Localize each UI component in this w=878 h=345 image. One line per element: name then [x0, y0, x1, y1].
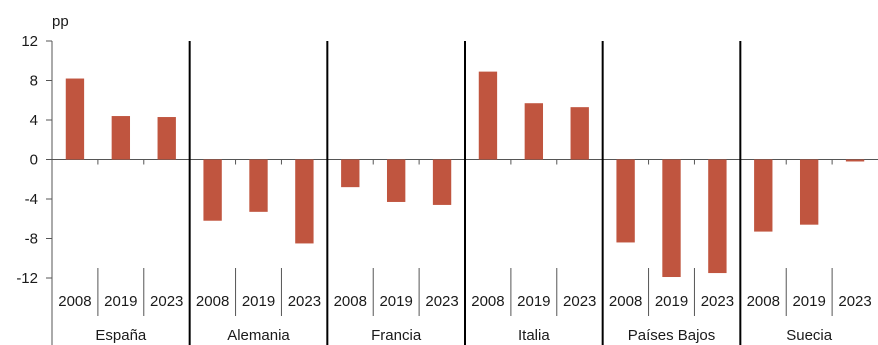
y-tick-label: 12	[21, 33, 38, 50]
x-year-label: 2019	[104, 293, 137, 310]
x-category-label: España	[95, 327, 147, 344]
x-year-label: 2008	[747, 293, 780, 310]
x-year-label: 2019	[517, 293, 550, 310]
bar-francia-2019	[386, 159, 406, 202]
x-year-label: 2008	[58, 293, 91, 310]
x-year-label: 2008	[471, 293, 504, 310]
bar-españa-2023	[157, 117, 176, 160]
x-year-label: 2019	[792, 293, 825, 310]
x-year-label: 2019	[242, 293, 275, 310]
y-tick-label: 8	[30, 73, 38, 90]
bar-países-bajos-2008	[616, 159, 635, 243]
x-category-label: Francia	[371, 327, 422, 344]
x-year-label: 2008	[334, 293, 367, 310]
y-tick-label: 4	[30, 112, 38, 129]
y-tick-label: -8	[25, 231, 38, 248]
x-category-label: Suecia	[786, 327, 833, 344]
y-tick-label: -4	[25, 191, 38, 208]
bar-italia-2023	[570, 107, 589, 160]
bar-alemania-2023	[295, 159, 314, 244]
bar-suecia-2019	[799, 159, 819, 225]
x-year-label: 2023	[425, 293, 458, 310]
x-category-label: Alemania	[227, 327, 290, 344]
bar-francia-2008	[341, 159, 360, 188]
y-axis: 12 8 4 0 -4 -8 -12	[16, 33, 53, 287]
bar-italia-2008	[478, 71, 498, 160]
x-year-label: 2019	[655, 293, 688, 310]
bar-italia-2019	[524, 103, 544, 160]
bar-países-bajos-2023	[708, 159, 727, 274]
x-category-label: Italia	[518, 327, 550, 344]
x-category-label: Países Bajos	[628, 327, 716, 344]
x-year-label: 2019	[379, 293, 412, 310]
y-tick-label: -12	[16, 270, 38, 287]
x-year-label: 2023	[838, 293, 871, 310]
plot-area	[52, 71, 878, 278]
bar-países-bajos-2019	[662, 159, 681, 278]
x-year-label: 2008	[196, 293, 229, 310]
bar-francia-2023	[432, 159, 452, 205]
bar-suecia-2008	[754, 159, 773, 232]
x-year-label: 2023	[701, 293, 734, 310]
bar-alemania-2019	[249, 159, 268, 212]
bar-españa-2019	[111, 116, 131, 160]
bar-españa-2008	[65, 78, 85, 160]
y-tick-label: 0	[30, 152, 38, 169]
x-year-label: 2008	[609, 293, 642, 310]
x-year-label: 2023	[288, 293, 321, 310]
x-year-label: 2023	[563, 293, 596, 310]
x-year-label: 2023	[150, 293, 183, 310]
y-axis-unit-label: pp	[52, 13, 69, 30]
bar-suecia-2023	[845, 159, 865, 162]
x-axis: 2008 2019 2023 2008 2019 2023 2008 2019 2023 2008…	[51, 41, 872, 345]
bar-alemania-2008	[203, 159, 222, 221]
